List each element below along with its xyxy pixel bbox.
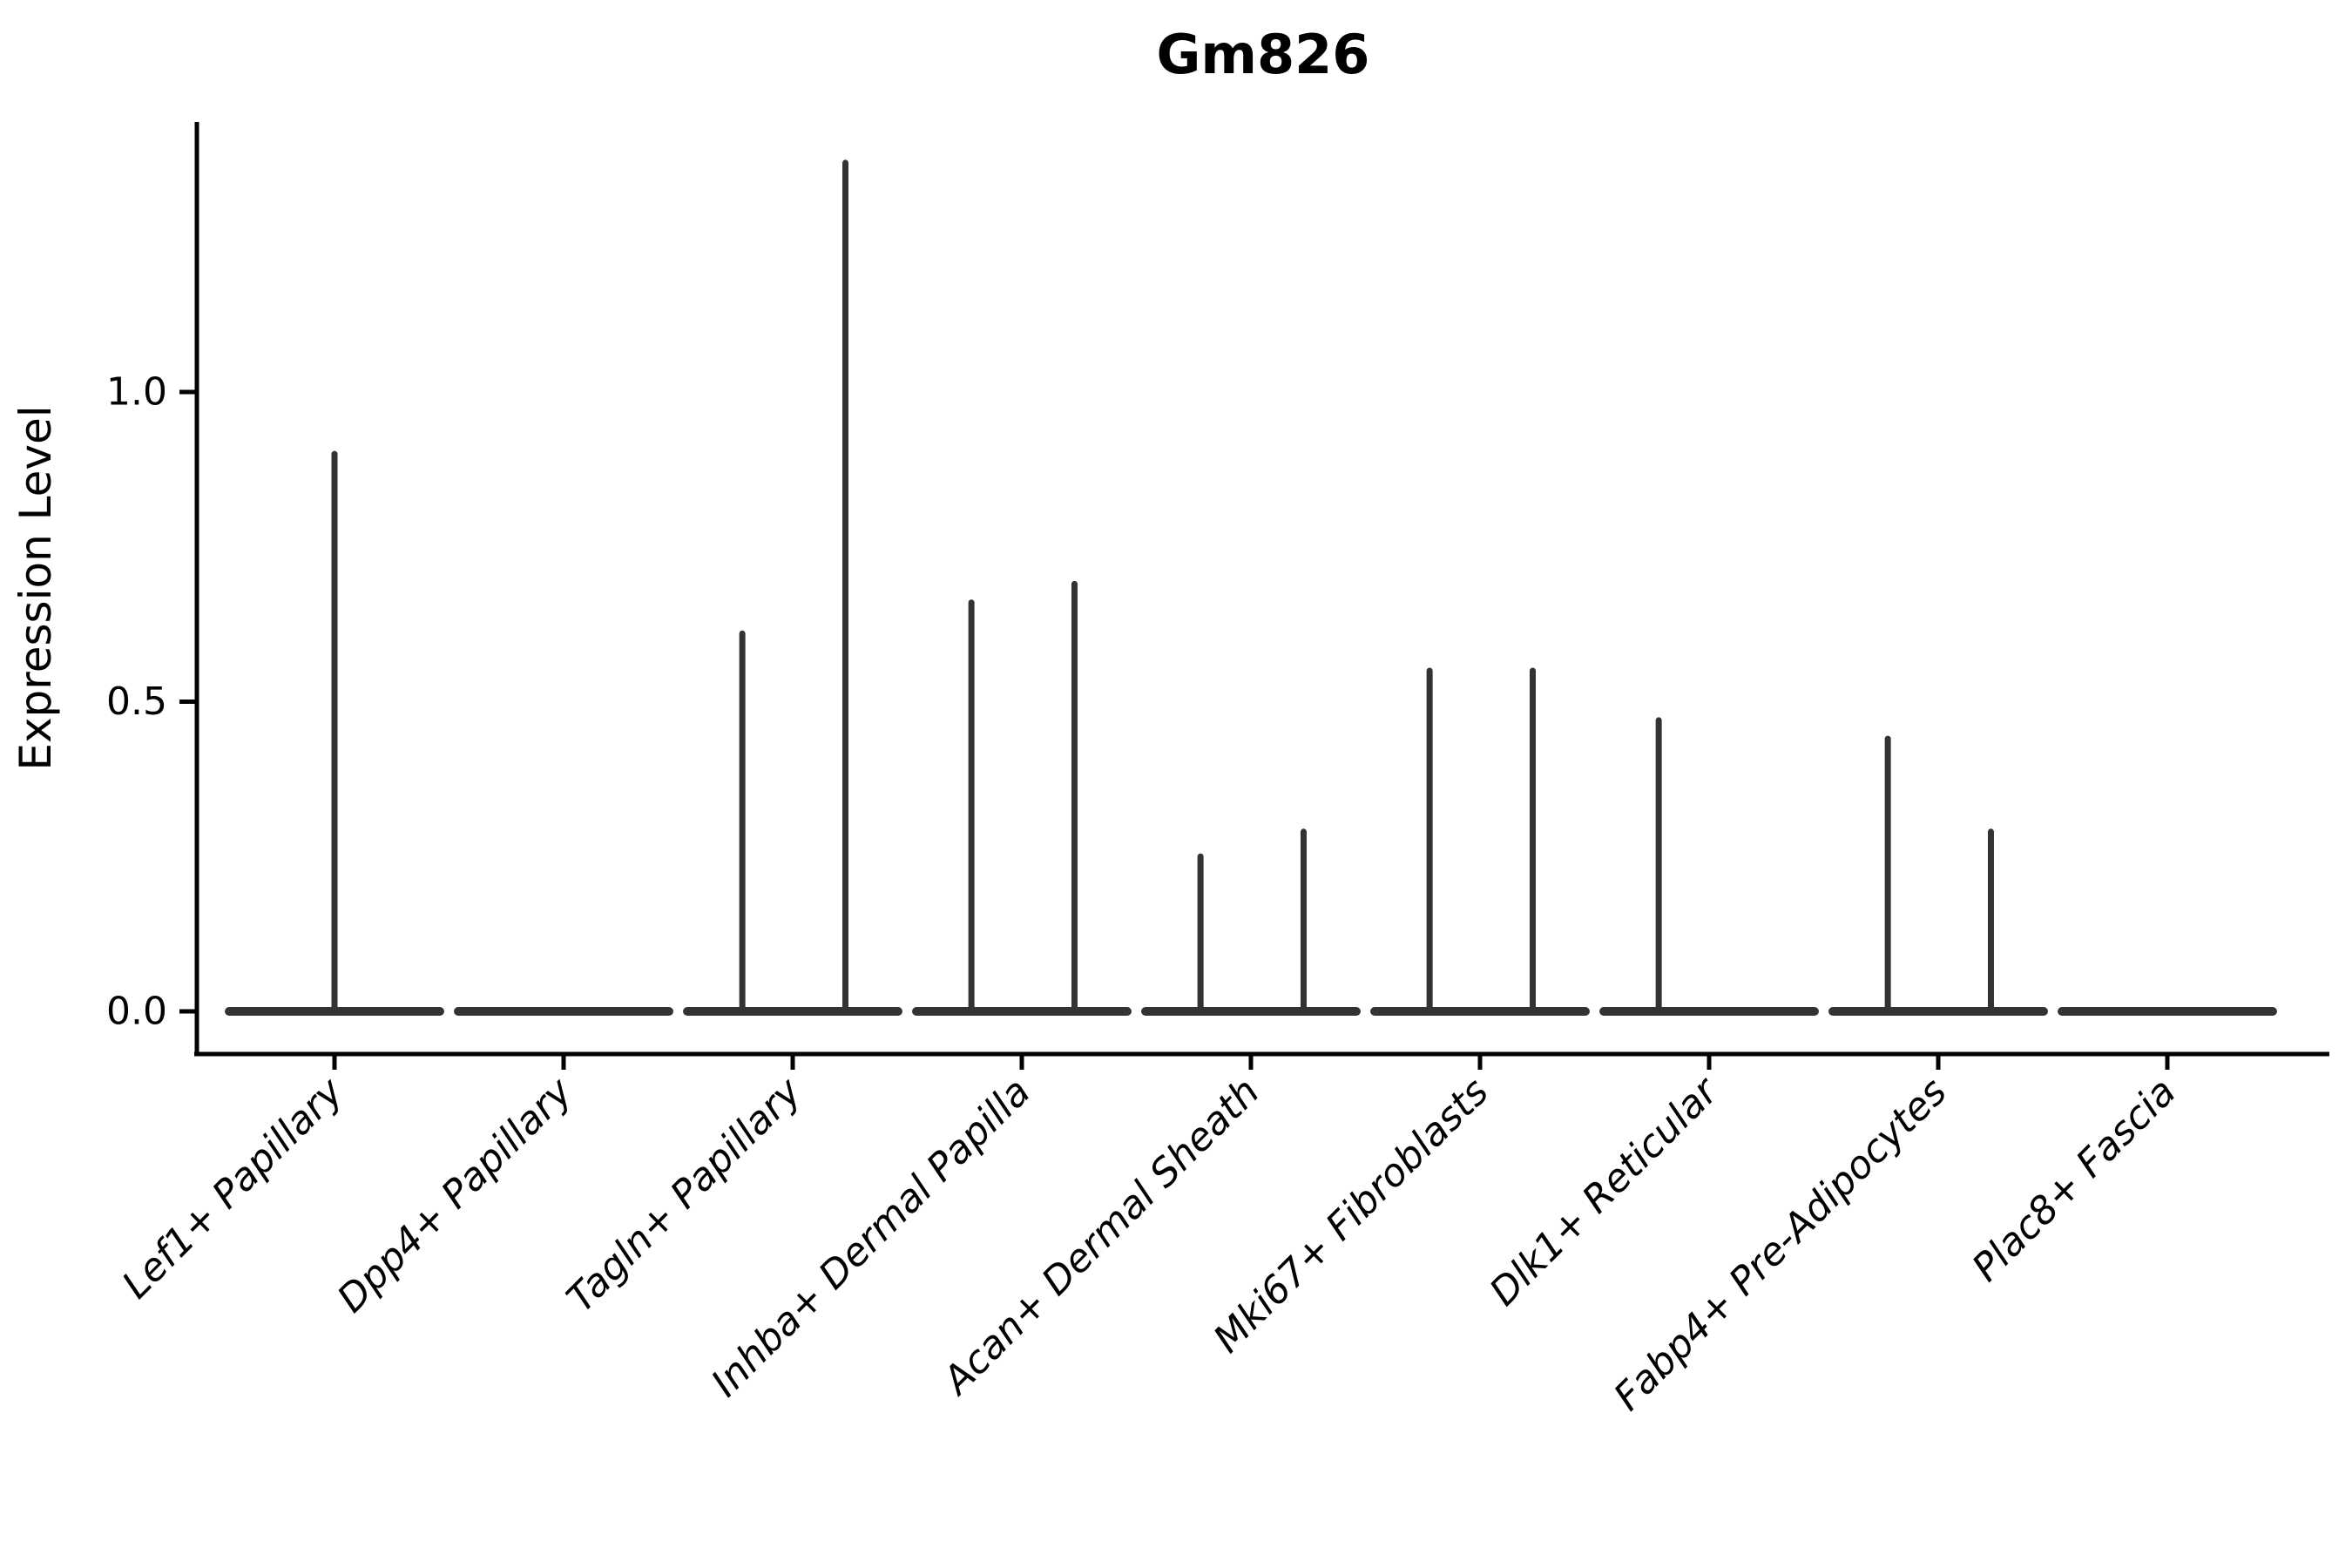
y-axis-ticks: 0.0 0.5 1.0 [106, 370, 197, 1034]
chart-title: Gm826 [1157, 23, 1370, 86]
y-tick-label: 0.5 [106, 679, 167, 724]
x-tick-label: Dlk1+ Reticular [1481, 1068, 1727, 1315]
x-tick-label: Lef1+ Papillary [114, 1069, 353, 1308]
x-tick-label: Plac8+ Fascia [1963, 1070, 2184, 1290]
x-tick-label: Dpp4+ Papillary [329, 1069, 582, 1321]
y-tick-label: 1.0 [106, 370, 167, 415]
y-tick-label: 0.0 [106, 990, 167, 1034]
x-tick-label: Tagln+ Papillary [558, 1069, 810, 1321]
violins [225, 159, 2277, 1016]
y-axis-label: Expression Level [10, 405, 61, 770]
